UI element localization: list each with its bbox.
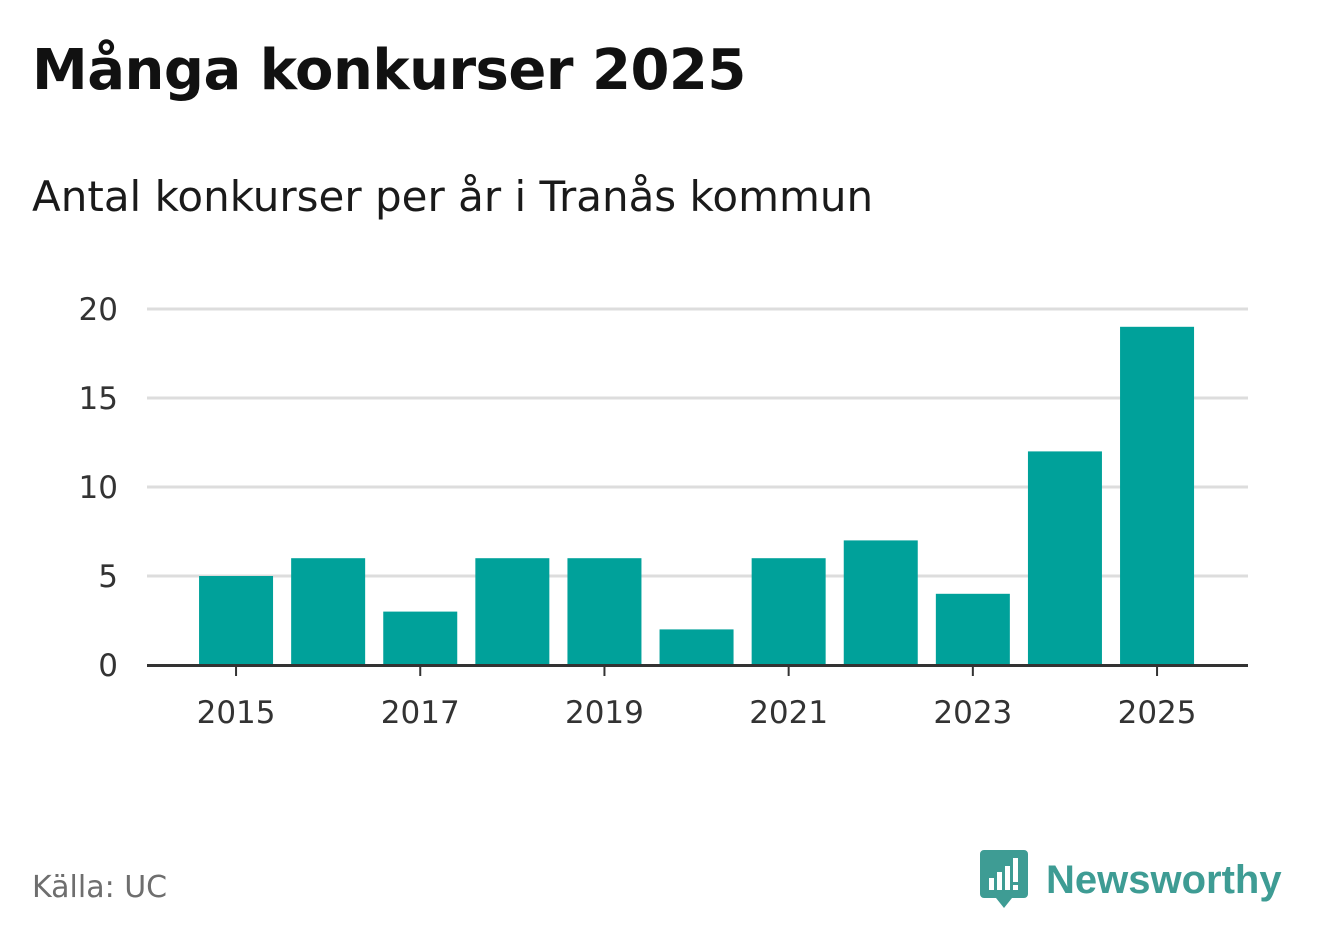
bar-2024 — [1027, 451, 1102, 665]
x-tick-label: 2025 — [1118, 695, 1197, 731]
bar-2019 — [567, 558, 642, 665]
y-tick-label: 0 — [98, 648, 118, 684]
y-tick-label: 15 — [79, 381, 118, 417]
bar-2025 — [1120, 326, 1195, 665]
y-tick-label: 10 — [79, 470, 118, 506]
source-note: Källa: UC — [32, 870, 168, 905]
bar-2016 — [291, 558, 366, 665]
x-axis-tick-labels: 2015 2017 2019 2021 2023 2025 — [197, 665, 1197, 731]
x-tick-label: 2017 — [381, 695, 460, 731]
brand-name: Newsworthy — [1046, 857, 1282, 902]
brand-logo: Newsworthy — [980, 850, 1282, 910]
x-tick-label: 2023 — [933, 695, 1012, 731]
x-tick-label: 2021 — [749, 695, 828, 731]
bar-2015 — [199, 576, 274, 665]
bar-2017 — [383, 611, 458, 665]
chart-subtitle: Antal konkurser per år i Tranås kommun — [32, 172, 874, 221]
y-tick-label: 5 — [98, 559, 118, 595]
bar-2018 — [475, 558, 550, 665]
bar-chart: 0 5 10 15 20 2015 2017 2019 2021 2023 2025 — [79, 292, 1248, 731]
bar-2022 — [843, 540, 918, 665]
bar-2023 — [935, 593, 1010, 665]
chart-title: Många konkurser 2025 — [32, 38, 746, 103]
bar-2020 — [659, 629, 734, 665]
bar-chart-speech-bubble-icon — [980, 850, 1028, 908]
x-tick-label: 2019 — [565, 695, 644, 731]
y-axis-tick-labels: 0 5 10 15 20 — [79, 292, 118, 684]
y-tick-label: 20 — [79, 292, 118, 328]
bar-2021 — [751, 558, 826, 665]
bars — [199, 326, 1195, 665]
x-tick-label: 2015 — [197, 695, 276, 731]
